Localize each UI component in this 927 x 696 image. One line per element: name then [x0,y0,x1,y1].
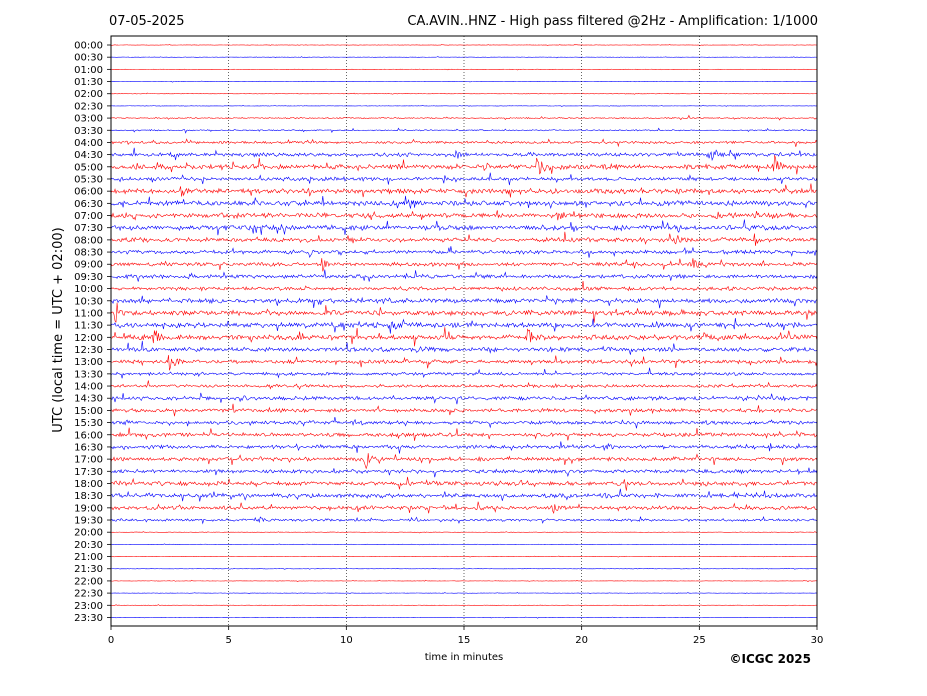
y-tick-label: 04:00 [74,138,103,149]
y-tick-label: 02:30 [74,101,103,112]
y-tick-label: 07:00 [74,211,103,222]
y-tick-label: 18:00 [74,479,103,490]
trace-row-0400 [110,138,818,148]
trace-row-1200 [110,327,818,347]
x-tick-label: 25 [693,635,706,646]
y-tick-label: 07:30 [74,223,103,234]
y-tick-label: 13:30 [74,369,103,380]
y-tick-label: 18:30 [74,491,103,502]
x-tick-label: 0 [108,635,114,646]
y-axis-label: UTC (local time = UTC + 02:00) [51,227,66,432]
trace-row-2200 [110,579,818,583]
trace-row-2230 [110,592,818,595]
trace-row-0730 [110,219,818,236]
y-tick-label: 13:00 [74,357,103,368]
y-tick-label: 23:30 [74,613,103,624]
y-tick-label: 17:00 [74,455,103,466]
y-tick-label: 03:30 [74,126,103,137]
y-tick-label: 06:30 [74,199,103,210]
y-tick-label: 11:00 [74,308,103,319]
trace-row-2100 [110,555,818,558]
trace-group [110,43,818,619]
y-tick-label: 02:00 [74,89,103,100]
trace-row-2300 [110,604,818,607]
y-tick-label: 22:00 [74,576,103,587]
trace-row-1700 [110,453,818,470]
y-tick-label: 11:30 [74,321,103,332]
vertical-grid [228,36,700,626]
y-tick-label: 16:00 [74,430,103,441]
y-tick-label: 06:00 [74,187,103,198]
y-tick-label: 08:00 [74,235,103,246]
copyright-label: ©ICGC 2025 [729,652,811,666]
y-tick-label: 21:30 [74,564,103,575]
trace-row-0530 [110,172,818,186]
y-tick-label: 09:30 [74,272,103,283]
y-tick-label: 01:30 [74,77,103,88]
trace-row-2130 [110,567,818,570]
trace-row-0330 [110,127,818,134]
y-tick-label: 14:30 [74,394,103,405]
y-tick-label: 01:00 [74,65,103,76]
trace-row-0630 [110,195,818,209]
trace-row-1400 [110,380,818,391]
y-tick-label: 08:30 [74,248,103,259]
y-tick-label: 22:30 [74,589,103,600]
y-tick-label: 12:00 [74,333,103,344]
y-tick-label: 14:00 [74,382,103,393]
y-tick-label: 19:00 [74,503,103,514]
x-tick-label: 10 [340,635,353,646]
y-tick-label: 00:30 [74,53,103,64]
trace-row-1730 [110,467,818,478]
trace-row-1130 [110,317,818,334]
y-tick-label: 10:30 [74,296,103,307]
y-tick-label: 05:30 [74,174,103,185]
y-tick-label: 15:30 [74,418,103,429]
y-tick-label: 19:30 [74,516,103,527]
x-tick-label: 30 [811,635,824,646]
trace-row-0600 [110,183,818,198]
y-tick-label: 15:00 [74,406,103,417]
y-tick-label: 03:00 [74,114,103,125]
x-tick-label: 5 [225,635,231,646]
trace-row-2030 [110,543,818,546]
y-tick-label: 04:30 [74,150,103,161]
trace-row-1100 [110,302,818,323]
trace-row-0700 [110,210,818,221]
y-tick-label: 17:30 [74,467,103,478]
x-axis-label: time in minutes [425,652,504,663]
y-tick-label: 23:00 [74,601,103,612]
trace-row-2330 [110,616,818,619]
y-tick-label: 09:00 [74,260,103,271]
trace-row-2000 [110,531,818,534]
y-tick-label: 10:00 [74,284,103,295]
x-tick-label: 20 [575,635,588,646]
x-axis-ticks: 0 5 10 15 20 25 30 [108,626,824,646]
date-label: 07-05-2025 [109,14,185,29]
y-tick-label: 20:30 [74,540,103,551]
trace-row-1930 [110,515,818,525]
chart-title: CA.AVIN..HNZ - High pass filtered @2Hz -… [407,14,818,29]
y-tick-label: 00:00 [74,41,103,52]
y-tick-label: 20:00 [74,528,103,539]
y-tick-label: 12:30 [74,345,103,356]
x-tick-label: 15 [458,635,471,646]
y-tick-label: 05:00 [74,162,103,173]
y-tick-label: 16:30 [74,442,103,453]
y-tick-label: 21:00 [74,552,103,563]
